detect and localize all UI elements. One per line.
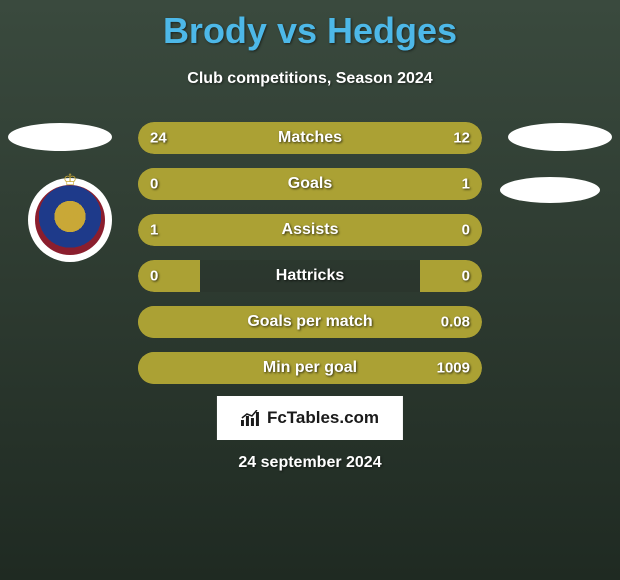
stat-bar-left <box>138 260 200 292</box>
attribution-text: FcTables.com <box>267 408 379 428</box>
stat-row: Goals per match 0.08 <box>138 306 482 338</box>
stat-row: Assists 1 0 <box>138 214 482 246</box>
player-badge-right-2 <box>500 177 600 203</box>
stat-value-left: 1 <box>150 222 158 239</box>
stat-bar-right <box>420 214 482 246</box>
player-badge-left <box>8 123 112 151</box>
stat-row: Hattricks 0 0 <box>138 260 482 292</box>
stat-value-right: 1009 <box>437 360 470 377</box>
stat-value-left: 24 <box>150 130 167 147</box>
stat-value-left: 0 <box>150 268 158 285</box>
attribution-badge: FcTables.com <box>217 396 403 440</box>
page-title: Brody vs Hedges <box>0 0 620 52</box>
stat-row: Matches 24 12 <box>138 122 482 154</box>
stat-value-left: 0 <box>150 176 158 193</box>
date-text: 24 september 2024 <box>238 454 381 472</box>
stat-label: Goals per match <box>247 313 372 331</box>
player-badge-right <box>508 123 612 151</box>
stat-label: Min per goal <box>263 359 357 377</box>
stat-row: Min per goal 1009 <box>138 352 482 384</box>
stat-label: Goals <box>288 175 332 193</box>
stat-bar-right <box>420 260 482 292</box>
stat-label: Hattricks <box>276 267 344 285</box>
stats-container: Matches2412Goals01Assists10Hattricks00Go… <box>138 122 482 398</box>
stat-value-right: 12 <box>453 130 470 147</box>
stat-label: Assists <box>282 221 339 239</box>
stat-value-right: 0.08 <box>441 314 470 331</box>
stat-row: Goals 0 1 <box>138 168 482 200</box>
club-badge: ♔ <box>28 178 112 262</box>
club-badge-inner <box>35 185 105 255</box>
stat-value-right: 1 <box>462 176 470 193</box>
stat-value-right: 0 <box>462 268 470 285</box>
page-subtitle: Club competitions, Season 2024 <box>0 70 620 88</box>
chart-icon <box>241 410 261 426</box>
stat-label: Matches <box>278 129 342 147</box>
stat-value-right: 0 <box>462 222 470 239</box>
